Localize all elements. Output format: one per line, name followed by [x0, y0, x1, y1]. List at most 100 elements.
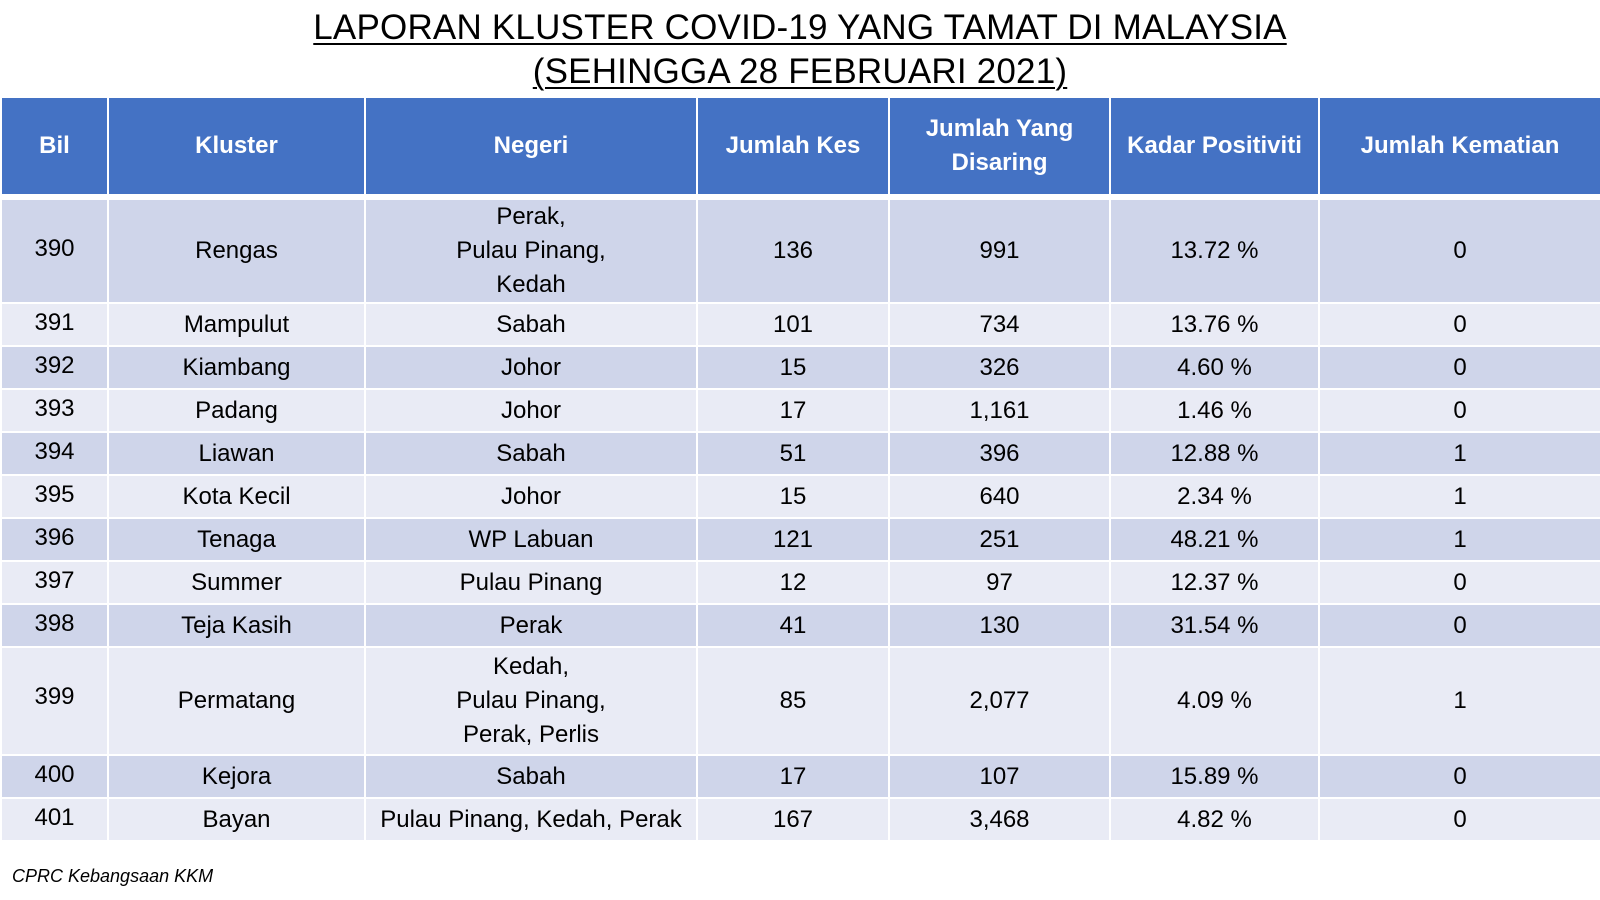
cell-jumlah-disaring: 97: [888, 560, 1111, 605]
table-header-row: Bil Kluster Negeri Jumlah Kes Jumlah Yan…: [0, 96, 1600, 200]
cell-kadar-positiviti: 2.34 %: [1109, 474, 1320, 519]
negeri-line: Pulau Pinang,: [456, 687, 606, 714]
header-jumlah-disaring: Jumlah Yang Disaring: [888, 96, 1111, 200]
cell-jumlah-kes: 121: [696, 517, 890, 562]
negeri-line: Perak,: [496, 203, 566, 230]
cell-kluster: Kejora: [107, 754, 366, 799]
table-row: 392 Kiambang Johor 15 326 4.60 % 0: [0, 345, 1600, 390]
header-negeri: Negeri: [364, 96, 698, 200]
cell-jumlah-disaring: 326: [888, 345, 1111, 390]
cell-negeri: WP Labuan: [364, 517, 698, 562]
header-kadar-positiviti: Kadar Positiviti: [1109, 96, 1320, 200]
table-body: 390 Rengas Perak, Pulau Pinang, Kedah 136 991 1…: [0, 196, 1600, 842]
cell-jumlah-kes: 15: [696, 474, 890, 519]
title-line-1: LAPORAN KLUSTER COVID-19 YANG TAMAT DI M…: [313, 8, 1287, 47]
cell-jumlah-kes: 101: [696, 302, 890, 347]
cell-negeri: Johor: [364, 388, 698, 433]
cell-negeri: Johor: [364, 474, 698, 519]
cell-kadar-positiviti: 13.76 %: [1109, 302, 1320, 347]
header-jumlah-kematian: Jumlah Kematian: [1318, 96, 1600, 200]
cell-kadar-positiviti: 15.89 %: [1109, 754, 1320, 799]
cell-kluster: Tenaga: [107, 517, 366, 562]
cell-kluster: Summer: [107, 560, 366, 605]
cell-negeri: Sabah: [364, 431, 698, 476]
cell-jumlah-kes: 12: [696, 560, 890, 605]
cell-bil: 401: [0, 797, 109, 842]
cell-jumlah-kematian: 1: [1318, 646, 1600, 756]
negeri-line: Perak: [499, 611, 563, 639]
negeri-line: Sabah: [496, 310, 566, 338]
cell-negeri: Perak: [364, 603, 698, 648]
negeri-line: Perak, Perlis: [462, 721, 600, 748]
cell-jumlah-kes: 51: [696, 431, 890, 476]
cell-bil: 392: [0, 345, 109, 390]
cell-kluster: Kiambang: [107, 345, 366, 390]
cell-kluster: Kota Kecil: [107, 474, 366, 519]
cell-bil: 395: [0, 474, 109, 519]
table-row: 394 Liawan Sabah 51 396 12.88 % 1: [0, 431, 1600, 476]
cell-jumlah-kes: 17: [696, 388, 890, 433]
cell-kadar-positiviti: 31.54 %: [1109, 603, 1320, 648]
cell-jumlah-kes: 17: [696, 754, 890, 799]
cell-kadar-positiviti: 48.21 %: [1109, 517, 1320, 562]
cell-kluster: Mampulut: [107, 302, 366, 347]
cell-negeri: Sabah: [364, 302, 698, 347]
cell-negeri: Sabah: [364, 754, 698, 799]
cell-negeri: Pulau Pinang: [364, 560, 698, 605]
negeri-line: Johor: [500, 482, 562, 510]
cell-negeri: Pulau Pinang, Kedah, Perak: [364, 797, 698, 842]
header-bil: Bil: [0, 96, 109, 200]
cell-jumlah-disaring: 130: [888, 603, 1111, 648]
cell-jumlah-kes: 167: [696, 797, 890, 842]
cell-bil: 396: [0, 517, 109, 562]
cell-jumlah-kematian: 0: [1318, 603, 1600, 648]
cell-bil: 393: [0, 388, 109, 433]
header-kluster: Kluster: [107, 96, 366, 200]
cell-kadar-positiviti: 4.82 %: [1109, 797, 1320, 842]
cell-kluster: Bayan: [107, 797, 366, 842]
cell-jumlah-disaring: 991: [888, 196, 1111, 304]
cell-bil: 399: [0, 646, 109, 756]
negeri-line: Johor: [500, 396, 562, 424]
title-line-2: (SEHINGGA 28 FEBRUARI 2021): [532, 52, 1068, 91]
cell-jumlah-kes: 85: [696, 646, 890, 756]
cell-kluster: Liawan: [107, 431, 366, 476]
table-row: 396 Tenaga WP Labuan 121 251 48.21 % 1: [0, 517, 1600, 562]
cell-kadar-positiviti: 12.37 %: [1109, 560, 1320, 605]
cell-jumlah-disaring: 1,161: [888, 388, 1111, 433]
cell-jumlah-kematian: 0: [1318, 196, 1600, 304]
cell-jumlah-kematian: 0: [1318, 345, 1600, 390]
cell-jumlah-kematian: 1: [1318, 431, 1600, 476]
cell-bil: 400: [0, 754, 109, 799]
cell-jumlah-kematian: 0: [1318, 302, 1600, 347]
negeri-line: Pulau Pinang,: [456, 237, 606, 264]
cell-jumlah-kematian: 0: [1318, 754, 1600, 799]
negeri-line: Johor: [500, 353, 562, 381]
negeri-line: Pulau Pinang: [459, 568, 603, 596]
header-jumlah-kes: Jumlah Kes: [696, 96, 890, 200]
table-row: 390 Rengas Perak, Pulau Pinang, Kedah 136 991 1…: [0, 196, 1600, 304]
cell-jumlah-kes: 41: [696, 603, 890, 648]
table-row: 395 Kota Kecil Johor 15 640 2.34 % 1: [0, 474, 1600, 519]
cell-jumlah-kematian: 0: [1318, 797, 1600, 842]
cell-bil: 398: [0, 603, 109, 648]
source-note: CPRC Kebangsaan KKM: [12, 866, 214, 886]
cell-jumlah-disaring: 396: [888, 431, 1111, 476]
cell-kluster: Teja Kasih: [107, 603, 366, 648]
negeri-line: WP Labuan: [468, 525, 594, 553]
cell-negeri: Johor: [364, 345, 698, 390]
cell-jumlah-disaring: 734: [888, 302, 1111, 347]
table-row: 399 Permatang Kedah, Pulau Pinang, Perak, Pe…: [0, 646, 1600, 756]
cell-jumlah-kes: 15: [696, 345, 890, 390]
cell-kadar-positiviti: 12.88 %: [1109, 431, 1320, 476]
table-row: 401 Bayan Pulau Pinang, Kedah, Perak 167 3,4…: [0, 797, 1600, 842]
negeri-line: Kedah,: [492, 653, 570, 680]
negeri-line: Sabah: [496, 439, 566, 467]
cell-jumlah-kematian: 1: [1318, 517, 1600, 562]
table-row: 397 Summer Pulau Pinang 12 97 12.37 % 0: [0, 560, 1600, 605]
cell-jumlah-kematian: 0: [1318, 560, 1600, 605]
table-row: 400 Kejora Sabah 17 107 15.89 % 0: [0, 754, 1600, 799]
cell-jumlah-disaring: 107: [888, 754, 1111, 799]
cell-jumlah-disaring: 640: [888, 474, 1111, 519]
